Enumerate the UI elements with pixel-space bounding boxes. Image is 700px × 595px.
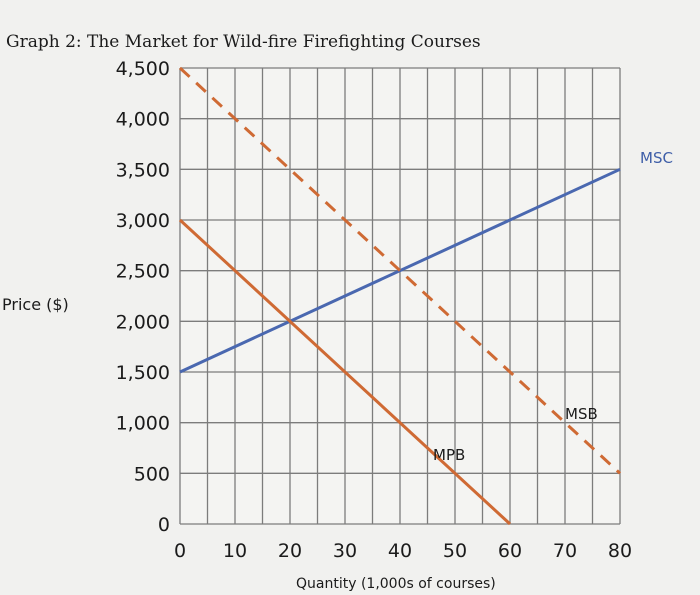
x-tick-label: 70 bbox=[553, 540, 577, 562]
x-tick-label: 0 bbox=[174, 540, 186, 562]
y-axis-label: Price ($) bbox=[2, 295, 69, 314]
y-tick-label: 4,500 bbox=[116, 58, 170, 80]
x-tick-label: 50 bbox=[443, 540, 467, 562]
series-layer bbox=[178, 66, 622, 526]
y-tick-label: 1,500 bbox=[116, 362, 170, 384]
series-line-msc bbox=[179, 167, 621, 374]
y-tick-label: 3,000 bbox=[116, 210, 170, 232]
x-axis-label: Quantity (1,000s of courses) bbox=[296, 576, 496, 592]
y-tick-label: 4,000 bbox=[116, 109, 170, 131]
x-tick-label: 80 bbox=[608, 540, 632, 562]
x-tick-label: 30 bbox=[333, 540, 357, 562]
chart-title: Graph 2: The Market for Wild-fire Firefi… bbox=[6, 32, 481, 52]
y-tick-label: 1,000 bbox=[116, 413, 170, 435]
y-tick-label: 3,500 bbox=[116, 159, 170, 181]
y-tick-label: 2,000 bbox=[116, 311, 170, 333]
y-tick-label: 500 bbox=[134, 463, 170, 485]
y-tick-label: 2,500 bbox=[116, 261, 170, 283]
x-tick-labels: 0 10 20 30 40 50 60 70 80 bbox=[174, 540, 632, 562]
x-tick-label: 10 bbox=[223, 540, 247, 562]
grid bbox=[179, 67, 621, 525]
series-label-msc: MSC bbox=[640, 149, 673, 167]
series-labels: MSC MPB MSB bbox=[433, 149, 673, 464]
x-tick-label: 60 bbox=[498, 540, 522, 562]
series-line-msb bbox=[178, 66, 622, 475]
y-tick-labels: 0 500 1,000 1,500 2,000 2,500 3,000 3,500 4,000 4… bbox=[116, 58, 170, 536]
series-label-msb: MSB bbox=[565, 405, 598, 423]
series-line-mpb bbox=[178, 218, 512, 526]
y-tick-label: 0 bbox=[158, 514, 170, 536]
x-tick-label: 40 bbox=[388, 540, 412, 562]
series-label-mpb: MPB bbox=[433, 446, 465, 464]
x-tick-label: 20 bbox=[278, 540, 302, 562]
